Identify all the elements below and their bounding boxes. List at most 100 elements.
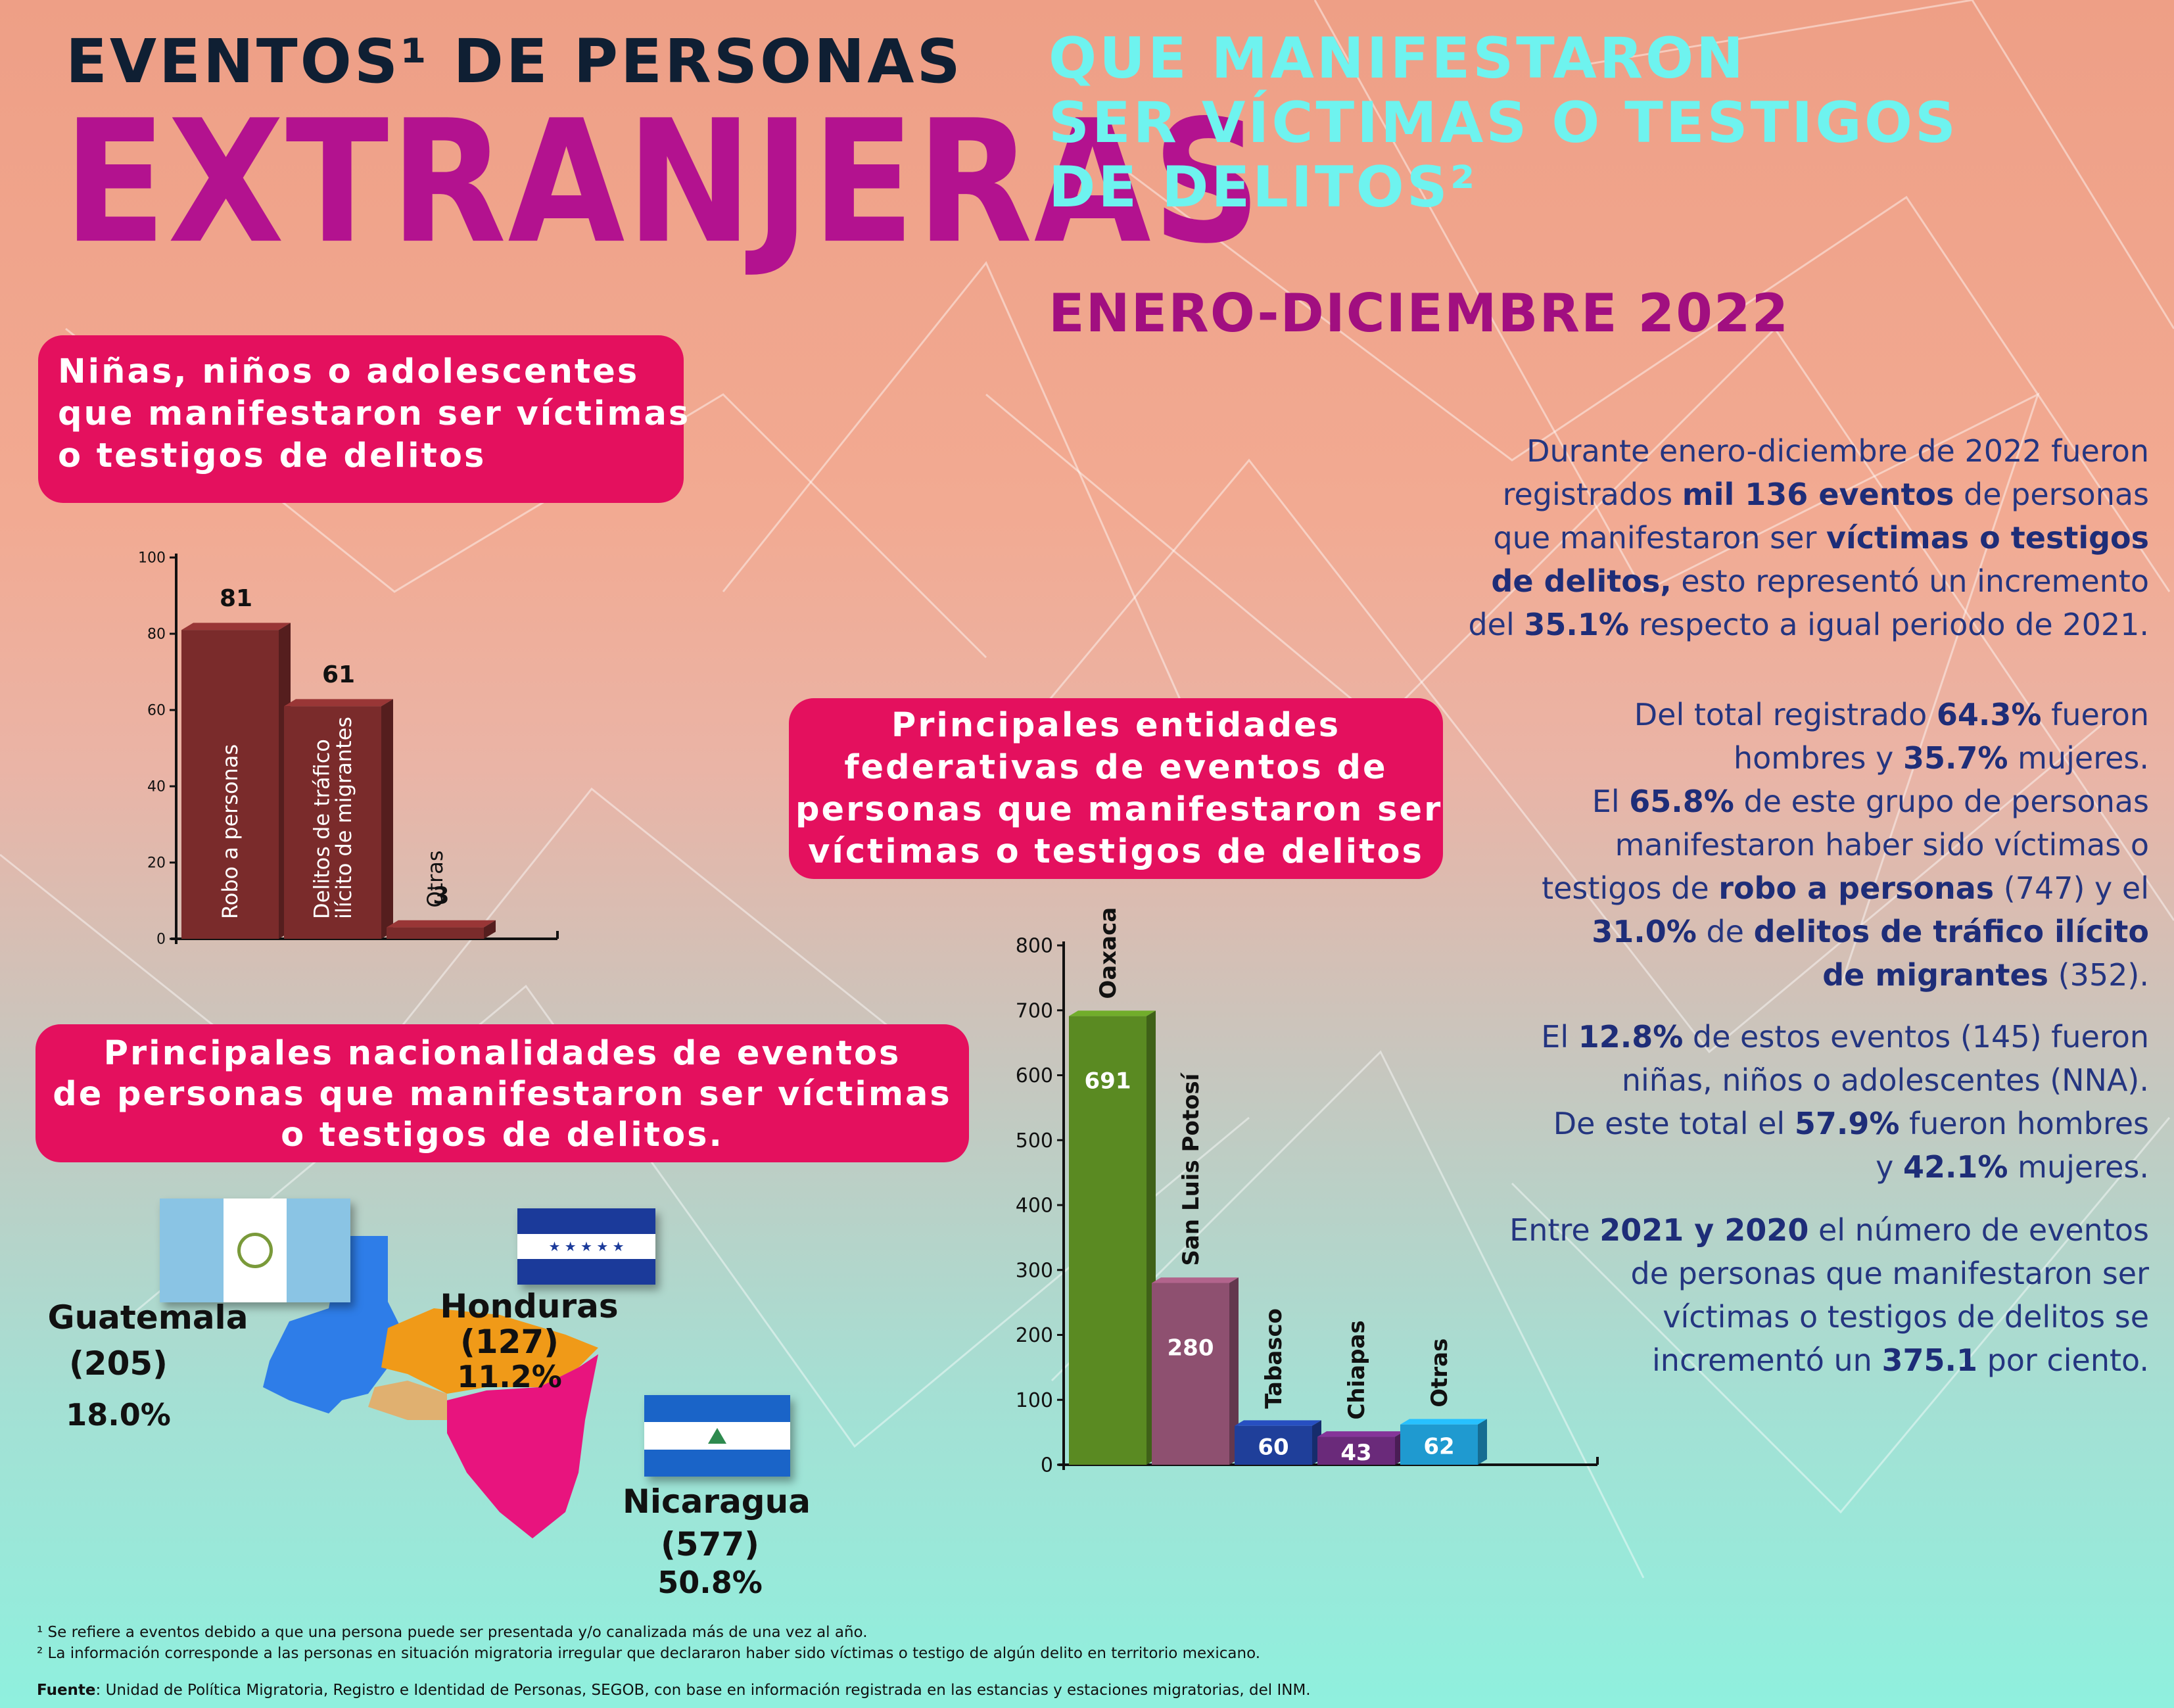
highlight-text: de migrantes — [1822, 957, 2049, 993]
paragraph-line: hombres y 35.7% mujeres. — [1542, 736, 2149, 780]
paragraph-text: por ciento. — [1977, 1342, 2149, 1378]
category-label: Otras — [1427, 1339, 1453, 1408]
category-label: ilícito de migrantes — [331, 717, 356, 919]
honduras-label: Honduras — [440, 1287, 619, 1325]
honduras-pct: 11.2% — [457, 1359, 562, 1394]
bar — [1235, 1425, 1312, 1465]
y-tick-label: 800 — [1016, 935, 1053, 958]
bar-side — [484, 920, 496, 939]
nicaragua-pct: 50.8% — [657, 1565, 763, 1600]
y-tick-label: 600 — [1016, 1064, 1053, 1087]
paragraph-line: de personas que manifestaron ser — [1509, 1252, 2149, 1295]
paragraph-text: (747) y el — [1994, 870, 2149, 906]
data-label: 60 — [1258, 1434, 1288, 1460]
guatemala-count: (205) — [68, 1344, 168, 1383]
paragraph-line: Del total registrado 64.3% fueron — [1542, 693, 2149, 736]
highlight-text: de delitos, — [1491, 563, 1672, 599]
paragraph-text: de este grupo de personas — [1734, 784, 2149, 819]
bar — [284, 706, 381, 939]
highlight-text: 35.1% — [1524, 607, 1629, 642]
nationalities-title-line: o testigos de delitos. — [281, 1116, 724, 1154]
nna-title-line: que manifestaron ser víctimas — [58, 394, 691, 433]
paragraph-text: incrementó un — [1652, 1342, 1882, 1378]
highlight-text: 31.0% — [1592, 914, 1697, 949]
paragraph-text: El — [1541, 1019, 1578, 1055]
bar-top — [181, 623, 291, 630]
entities-bar-chart: 0 100 200 300 400 500 600 700 800 691 Oaxaca 280 San… — [1016, 907, 1599, 1477]
bar — [1317, 1436, 1395, 1465]
data-label: 62 — [1423, 1433, 1454, 1459]
highlight-text: robo a personas — [1718, 870, 1995, 906]
paragraph-line: niñas, niños o adolescentes (NNA). — [1541, 1058, 2149, 1102]
bar — [1069, 1016, 1146, 1465]
bar-side — [1478, 1419, 1487, 1465]
entities-title-line: víctimas o testigos de delitos — [808, 832, 1424, 871]
paragraph-text: mujeres. — [2008, 1149, 2149, 1185]
y-tick-label: 40 — [147, 779, 166, 795]
source-note: Fuente: Unidad de Política Migratoria, R… — [37, 1682, 1311, 1699]
data-label: 61 — [322, 661, 355, 688]
bar-top — [1317, 1431, 1404, 1437]
paragraph-text: esto representó un incremento — [1671, 563, 2149, 599]
bar-top — [284, 699, 393, 707]
nna-title-line: Niñas, niños o adolescentes — [58, 352, 640, 391]
paragraph-text: testigos de — [1542, 870, 1719, 906]
stars-icon: ★ ★ ★ ★ ★ — [517, 1233, 655, 1260]
highlight-text: 42.1% — [1902, 1149, 2008, 1185]
paragraph-text: que manifestaron ser — [1493, 520, 1826, 556]
paragraph-text: Durante enero-diciembre de 2022 fueron — [1526, 433, 2149, 469]
nationalities-section-title: Principales nacionalidades de eventos de… — [35, 1024, 969, 1162]
nicaragua-flag — [644, 1395, 790, 1477]
y-tick-label: 100 — [1016, 1389, 1053, 1412]
y-tick-label: 500 — [1016, 1129, 1053, 1152]
coat-of-arms-icon — [237, 1233, 273, 1268]
paragraph-text: y — [1876, 1149, 1903, 1185]
paragraph-text: el número de eventos — [1808, 1212, 2149, 1248]
data-label: 81 — [220, 585, 252, 612]
guatemala-flag — [160, 1198, 351, 1302]
nationalities-title-line: de personas que manifestaron ser víctima… — [53, 1075, 952, 1114]
y-tick-label: 700 — [1016, 999, 1053, 1022]
entities-title-line: personas que manifestaron ser — [795, 790, 1443, 829]
honduras-shape — [381, 1308, 598, 1394]
y-tick-label: 100 — [138, 550, 166, 567]
data-label: 3 — [433, 883, 449, 910]
bar — [387, 927, 484, 939]
paragraph-line: del 35.1% respecto a igual periodo de 20… — [1468, 603, 2149, 646]
gender-paragraph: Del total registrado 64.3% fueron hombres… — [1542, 693, 2149, 997]
source-label: Fuente — [37, 1682, 96, 1699]
paragraph-text: Del total registrado — [1634, 697, 1937, 732]
subtitle-line: SER VÍCTIMAS O TESTIGOS — [1049, 90, 1958, 156]
summary-paragraph: Durante enero-diciembre de 2022 fueron re… — [1468, 429, 2149, 646]
footnote-2: ² La información corresponde a las perso… — [37, 1645, 1261, 1662]
guatemala-pct: 18.0% — [66, 1397, 171, 1433]
paragraph-line: De este total el 57.9% fueron hombres — [1541, 1102, 2149, 1145]
paragraph-line: testigos de robo a personas (747) y el — [1542, 866, 2149, 910]
y-tick-label: 400 — [1016, 1195, 1053, 1218]
y-tick-label: 60 — [147, 703, 166, 719]
paragraph-text: víctimas o testigos de delitos se — [1663, 1299, 2149, 1335]
paragraph-text: de personas — [1954, 477, 2149, 512]
y-tick-label: 0 — [1041, 1454, 1053, 1477]
title-subtitle: QUE MANIFESTARON SER VÍCTIMAS O TESTIGOS… — [1049, 26, 1958, 220]
title-main: EXTRANJERAS — [63, 84, 1263, 281]
y-tick-label: 0 — [156, 932, 166, 948]
paragraph-line: 31.0% de delitos de tráfico ilícito — [1542, 910, 2149, 953]
triangle-emblem-icon — [708, 1427, 726, 1444]
y-tick-label: 200 — [1016, 1324, 1053, 1347]
paragraph-line: víctimas o testigos de delitos se — [1509, 1295, 2149, 1339]
paragraph-text: fueron hombres — [1899, 1106, 2149, 1141]
subtitle-line: DE DELITOS² — [1049, 154, 1478, 220]
highlight-text: 35.7% — [1902, 740, 2008, 776]
highlight-text: 2021 y 2020 — [1599, 1212, 1809, 1248]
central-america-map — [263, 1236, 598, 1538]
paragraph-text: respecto a igual periodo de 2021. — [1628, 607, 2149, 642]
nicaragua-count: (577) — [660, 1525, 760, 1563]
highlight-text: 375.1 — [1881, 1342, 1977, 1378]
paragraph-line: manifestaron haber sido víctimas o — [1542, 823, 2149, 866]
data-label: 43 — [1340, 1440, 1371, 1466]
category-label: Robo a personas — [218, 744, 243, 919]
bar-side — [381, 699, 393, 939]
paragraph-line: El 65.8% de este grupo de personas — [1542, 780, 2149, 823]
nna-paragraph: El 12.8% de estos eventos (145) fueron ni… — [1541, 1015, 2149, 1189]
